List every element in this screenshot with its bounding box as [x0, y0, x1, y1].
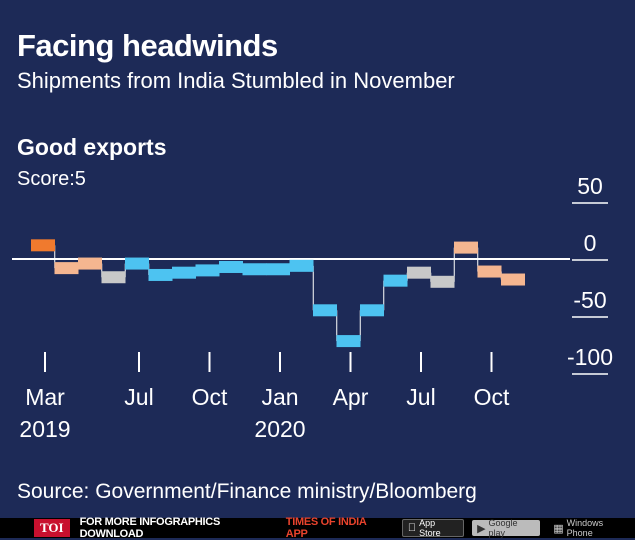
play-icon: ▶: [474, 522, 485, 535]
x-tick-label: Mar: [25, 384, 65, 410]
windows-icon: ▦: [551, 522, 563, 535]
bar-14: [360, 304, 384, 317]
app-store-label: App Store: [416, 518, 441, 538]
bar-20: [501, 273, 525, 286]
bar-12: [313, 304, 337, 317]
x-tick-label: Apr: [333, 384, 369, 410]
source-note: Source: Government/Finance ministry/Bloo…: [17, 480, 477, 503]
windows-phone-badge[interactable]: ▦ Windows Phone: [548, 518, 635, 538]
x-tick-year: 2020: [254, 416, 305, 442]
chart-title: Facing headwinds: [17, 28, 278, 63]
bar-13: [336, 335, 361, 348]
google-play-badge[interactable]: ▶ Google play: [472, 518, 541, 538]
bar-1: [54, 262, 79, 275]
chart-subtitle: Shipments from India Stumbled in Novembe…: [17, 68, 455, 93]
bar-16: [407, 266, 431, 279]
x-tick-label: Jan: [261, 384, 298, 410]
app-store-badge[interactable]:  App Store: [401, 518, 465, 538]
bar-18: [454, 241, 478, 254]
apple-icon: : [408, 522, 416, 534]
toi-logo: TOI: [34, 519, 70, 537]
bar-11: [289, 259, 314, 272]
y-tick-label: 50: [577, 173, 603, 199]
bar-2: [78, 257, 102, 270]
bar-9: [242, 263, 267, 276]
y-tick-label: -100: [567, 344, 613, 370]
footer-app-name[interactable]: TIMES OF INDIA APP: [285, 516, 367, 540]
bar-0: [31, 239, 55, 252]
x-tick-label: Oct: [192, 384, 228, 410]
bar-5: [148, 268, 173, 281]
exports-chart: 50 0 -50 -100 Mar 2019 Jul Oct Jan 2020 Apr Jul Oct: [12, 173, 613, 442]
bar-10: [266, 263, 290, 276]
x-tick-label: Oct: [474, 384, 510, 410]
x-tick-year: 2019: [19, 416, 70, 442]
score-label: Score:5: [17, 168, 86, 190]
bar-6: [172, 266, 196, 279]
x-tick-label: Jul: [124, 384, 153, 410]
section-label: Good exports: [17, 134, 167, 160]
bar-19: [477, 265, 502, 278]
bar-3: [101, 271, 126, 284]
x-tick-label: Jul: [406, 384, 435, 410]
y-tick-label: -50: [573, 287, 606, 313]
footer-banner: TOI FOR MORE INFOGRAPHICS DOWNLOAD TIMES…: [0, 516, 635, 540]
windows-label: Windows Phone: [565, 518, 604, 538]
google-play-label: Google play: [486, 518, 518, 538]
bar-8: [219, 260, 243, 273]
y-tick-label: 0: [584, 230, 597, 256]
footer-cta: FOR MORE INFOGRAPHICS DOWNLOAD: [79, 516, 221, 540]
bar-17: [430, 275, 455, 288]
bar-4: [125, 257, 149, 270]
bar-15: [383, 274, 408, 287]
bar-7: [195, 264, 220, 277]
